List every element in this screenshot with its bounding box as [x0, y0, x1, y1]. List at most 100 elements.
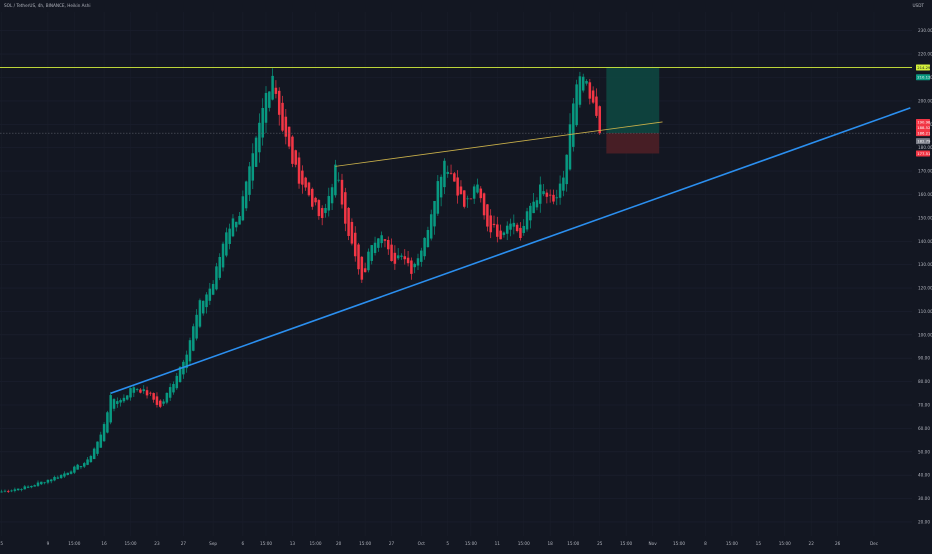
time-tick-label: Oct	[418, 541, 426, 546]
candle-body	[79, 466, 83, 468]
price-axis[interactable]: 20.00 30.00 40.00 50.00 60.00 70.00 80.00 90.00…	[916, 28, 932, 524]
candle-body	[149, 392, 152, 394]
candle-body	[248, 166, 251, 195]
candle-body	[469, 198, 473, 200]
price-tick-label: 200.00	[918, 98, 932, 103]
price-axis-label: 190.98	[917, 119, 931, 124]
candle-body	[195, 314, 198, 339]
candle-body	[519, 227, 522, 238]
time-tick-label: Nov	[649, 541, 658, 546]
candle-body	[340, 179, 344, 205]
time-tick-label: Dec	[870, 541, 879, 546]
candle-body	[23, 486, 27, 490]
candle-body	[231, 218, 235, 237]
candle-body	[132, 387, 136, 393]
price-axis-label: 186.21	[917, 131, 931, 136]
candle-body	[581, 76, 585, 91]
candle-body	[76, 464, 79, 470]
candle-body	[456, 177, 459, 196]
candle-body	[552, 194, 555, 202]
candle-body	[129, 388, 132, 398]
candle-body	[221, 243, 225, 268]
time-axis[interactable]: 5 9 15:00 16 15:00 23 27 Sep 6 15:00 13 15:00 20 15:0…	[0, 541, 878, 546]
candle-body	[192, 326, 195, 351]
time-tick-label: 15:00	[260, 541, 272, 546]
candle-body	[535, 200, 539, 208]
candle-body	[396, 255, 400, 259]
price-tick-label: 80.00	[918, 379, 930, 384]
candle-body	[198, 300, 202, 327]
candle-body	[330, 187, 334, 204]
candle-body	[353, 232, 357, 257]
candle-body	[89, 455, 93, 463]
candle-body	[542, 191, 545, 195]
candles	[0, 68, 601, 493]
candle-body	[403, 256, 407, 260]
candle-body	[539, 184, 542, 204]
candle-body	[529, 205, 532, 221]
candle-body	[545, 192, 549, 197]
grid-layer	[0, 12, 912, 536]
candle-body	[172, 383, 175, 393]
candle-body	[46, 479, 50, 483]
time-tick-label: 9	[47, 541, 50, 546]
candle-body	[152, 393, 155, 400]
candle-body	[459, 186, 463, 195]
price-axis-label-bg	[916, 118, 930, 125]
candle-body	[578, 76, 582, 105]
candle-body	[344, 192, 347, 224]
candle-body	[165, 392, 169, 403]
candle-body	[565, 154, 568, 185]
candle-body	[301, 170, 304, 185]
candle-body	[311, 188, 314, 207]
candle-body	[225, 232, 228, 256]
candle-body	[10, 490, 13, 492]
price-axis-label: 188.52	[917, 125, 931, 130]
currency-label[interactable]: USDT	[912, 3, 924, 8]
candle-body	[380, 235, 383, 244]
candle-body	[509, 223, 512, 230]
time-tick-label: 15:00	[124, 541, 136, 546]
candle-body	[20, 489, 23, 491]
candle-body	[125, 395, 129, 400]
candle-body	[99, 434, 103, 448]
candle-body	[575, 84, 578, 126]
price-axis-label: 182.79	[917, 139, 931, 144]
candle-body	[337, 179, 340, 181]
candle-body	[244, 181, 248, 209]
candle-body	[271, 75, 274, 100]
candle-body	[235, 221, 238, 228]
candle-body	[49, 479, 53, 482]
candle-body	[555, 197, 559, 199]
candle-body	[40, 481, 43, 485]
candle-body	[277, 90, 281, 115]
price-tick-label: 30.00	[918, 496, 930, 501]
candle-body	[59, 474, 63, 479]
candle-body	[258, 122, 261, 153]
candle-body	[433, 201, 436, 227]
candle-body	[122, 397, 126, 402]
candle-body	[406, 257, 410, 264]
candle-body	[254, 137, 258, 167]
price-tick-label: 160.00	[918, 192, 932, 197]
candle-body	[512, 222, 516, 227]
price-axis-label-bg	[916, 124, 930, 131]
price-axis-label-bg	[916, 130, 930, 137]
candle-body	[109, 395, 112, 423]
long-position-tool[interactable]	[606, 67, 660, 154]
candle-body	[159, 400, 162, 407]
price-tick-label: 180.00	[918, 145, 932, 150]
candle-body	[274, 87, 278, 94]
candle-body	[320, 208, 324, 219]
drawings[interactable]	[0, 67, 912, 395]
time-tick-label: 15:00	[68, 541, 80, 546]
candle-body	[479, 188, 483, 199]
candle-body	[558, 183, 562, 198]
candle-body	[205, 294, 208, 308]
candle-body	[472, 186, 476, 199]
candle-body	[92, 448, 96, 460]
candle-body	[83, 463, 86, 467]
candle-body	[102, 424, 106, 442]
